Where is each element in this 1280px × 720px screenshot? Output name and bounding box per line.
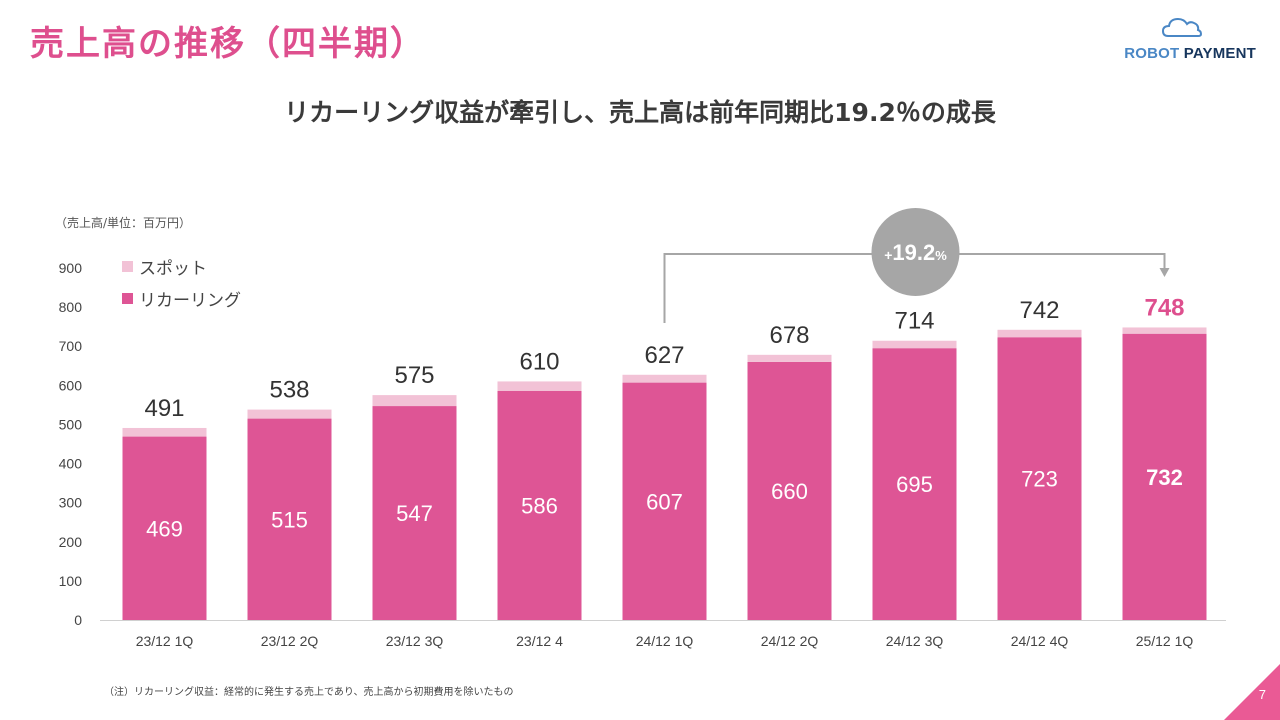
growth-suffix: %	[935, 248, 947, 263]
bar-value-label: 695	[896, 472, 933, 497]
x-category-label: 24/12 4Q	[1011, 633, 1069, 649]
bar-total-label: 742	[1019, 297, 1059, 324]
growth-arrowhead	[1159, 268, 1170, 277]
bar-spot	[247, 409, 332, 419]
legend-swatch-spot	[122, 260, 133, 272]
bar-total-label: 610	[519, 348, 559, 375]
bar-total-label: 627	[644, 342, 684, 369]
page-title: 売上高の推移（四半期）	[30, 24, 426, 64]
bar-total-label: 714	[894, 308, 934, 335]
bar-spot	[872, 340, 957, 349]
legend-label-spot: スポット	[139, 258, 207, 279]
footnote: （注）リカーリング収益：経常的に発生する売上であり、売上高から初期費用を除いたも…	[104, 687, 514, 698]
cloud-icon	[1162, 17, 1202, 37]
legend-item-spot: スポット	[122, 250, 241, 282]
growth-label: +19.2%	[884, 240, 947, 265]
y-tick-label: 800	[59, 299, 83, 315]
headline: リカーリング収益が牽引し、売上高は前年同期比19.2％の成長	[284, 98, 996, 127]
bar-spot	[122, 427, 207, 437]
logo-text-payment: PAYMENT	[1183, 45, 1256, 62]
page-corner-triangle	[1224, 664, 1280, 720]
bar-recurring	[747, 361, 832, 620]
bar-spot	[997, 329, 1082, 338]
bar-value-label: 660	[771, 479, 808, 504]
page-number: 7	[1258, 687, 1266, 702]
bar-recurring	[122, 436, 207, 620]
y-tick-label: 0	[74, 612, 82, 628]
y-tick-label: 900	[59, 260, 83, 276]
growth-circle	[871, 208, 960, 296]
bar-spot	[1122, 327, 1207, 334]
bar-value-label: 469	[146, 516, 183, 541]
legend-item-recurring: リカーリング	[122, 282, 241, 314]
y-tick-label: 100	[59, 573, 83, 589]
y-tick-label: 700	[59, 338, 83, 354]
bar-spot	[747, 354, 832, 362]
bar-recurring	[247, 418, 332, 620]
x-category-label: 23/12 4	[516, 633, 563, 649]
bar-spot	[372, 395, 457, 407]
bar-total-label: 538	[269, 377, 309, 404]
bar-value-label: 586	[521, 493, 558, 518]
chart-legend: スポット リカーリング	[122, 250, 241, 314]
bar-spot	[497, 381, 582, 391]
growth-prefix: +	[884, 247, 892, 263]
bar-recurring	[1122, 333, 1207, 620]
x-category-label: 25/12 1Q	[1136, 633, 1194, 649]
company-logo: ROBOT PAYMENT	[1106, 16, 1256, 64]
bar-recurring	[497, 390, 582, 620]
y-tick-label: 500	[59, 416, 83, 432]
bar-value-label: 547	[396, 501, 433, 526]
y-tick-label: 600	[59, 377, 83, 393]
bar-spot	[622, 374, 707, 383]
bar-recurring	[997, 337, 1082, 620]
y-tick-label: 300	[59, 495, 83, 511]
x-category-label: 24/12 2Q	[761, 633, 819, 649]
bar-total-label: 575	[394, 362, 434, 389]
legend-swatch-recurring	[122, 292, 133, 304]
bar-total-label: 748	[1144, 294, 1184, 321]
bar-recurring	[622, 382, 707, 620]
bar-value-label: 515	[271, 507, 308, 532]
y-tick-label: 400	[59, 456, 83, 472]
bar-total-label: 491	[144, 395, 184, 422]
growth-value: 19.2	[892, 240, 935, 265]
bar-recurring	[872, 348, 957, 620]
y-tick-label: 200	[59, 534, 83, 550]
bar-total-label: 678	[769, 322, 809, 349]
x-category-label: 23/12 3Q	[386, 633, 444, 649]
bar-value-label: 723	[1021, 467, 1058, 492]
legend-label-recurring: リカーリング	[139, 290, 241, 311]
bar-recurring	[372, 406, 457, 620]
unit-note: （売上高/単位：百万円）	[55, 216, 192, 230]
x-category-label: 24/12 3Q	[886, 633, 944, 649]
logo-text-robot: ROBOT	[1124, 45, 1184, 62]
x-category-label: 24/12 1Q	[636, 633, 694, 649]
x-category-label: 23/12 2Q	[261, 633, 319, 649]
x-category-label: 23/12 1Q	[136, 633, 194, 649]
logo-text: ROBOT PAYMENT	[1106, 45, 1256, 62]
bar-value-label: 732	[1146, 465, 1183, 490]
bar-value-label: 607	[646, 489, 683, 514]
